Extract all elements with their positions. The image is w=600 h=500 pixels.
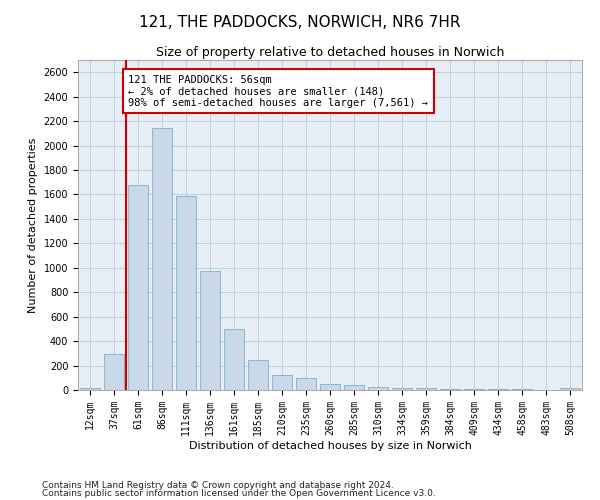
Bar	[416, 388, 436, 390]
Bar	[104, 354, 124, 390]
Text: 121 THE PADDOCKS: 56sqm
← 2% of detached houses are smaller (148)
98% of semi-de: 121 THE PADDOCKS: 56sqm ← 2% of detached…	[128, 74, 428, 108]
Bar	[464, 389, 484, 390]
Bar	[152, 128, 172, 390]
Bar	[128, 186, 148, 390]
Bar	[80, 388, 100, 390]
Bar	[296, 378, 316, 390]
Bar	[560, 388, 580, 390]
Bar	[488, 389, 508, 390]
Bar	[368, 387, 388, 390]
Bar	[440, 388, 460, 390]
Bar	[392, 388, 412, 390]
Bar	[344, 385, 364, 390]
Text: 121, THE PADDOCKS, NORWICH, NR6 7HR: 121, THE PADDOCKS, NORWICH, NR6 7HR	[139, 15, 461, 30]
Title: Size of property relative to detached houses in Norwich: Size of property relative to detached ho…	[156, 46, 504, 59]
Text: Contains public sector information licensed under the Open Government Licence v3: Contains public sector information licen…	[42, 489, 436, 498]
X-axis label: Distribution of detached houses by size in Norwich: Distribution of detached houses by size …	[188, 440, 472, 450]
Text: Contains HM Land Registry data © Crown copyright and database right 2024.: Contains HM Land Registry data © Crown c…	[42, 480, 394, 490]
Y-axis label: Number of detached properties: Number of detached properties	[28, 138, 38, 312]
Bar	[320, 384, 340, 390]
Bar	[224, 329, 244, 390]
Bar	[248, 360, 268, 390]
Bar	[176, 196, 196, 390]
Bar	[272, 376, 292, 390]
Bar	[200, 272, 220, 390]
